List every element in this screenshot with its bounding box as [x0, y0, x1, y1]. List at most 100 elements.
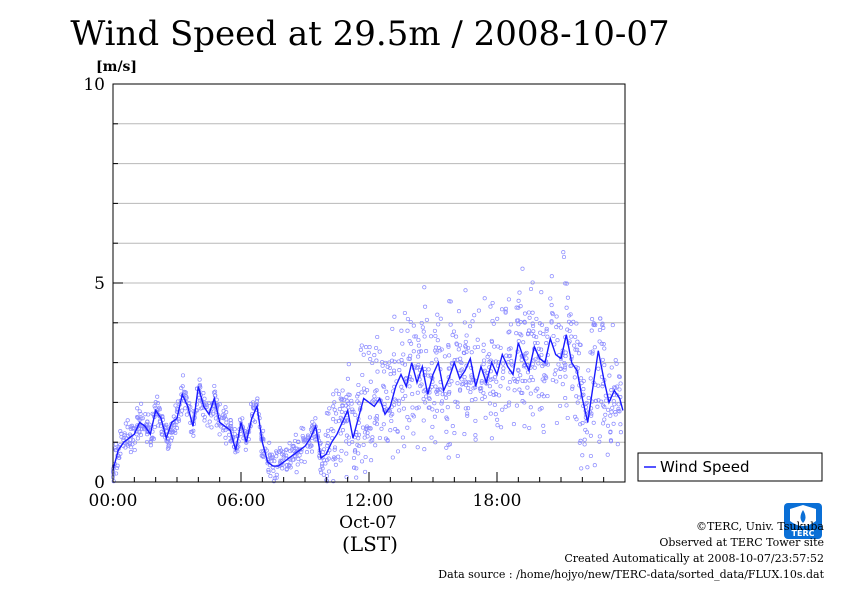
raw-sample-point — [332, 445, 338, 450]
raw-sample-point — [535, 386, 540, 391]
raw-sample-point — [616, 374, 622, 379]
raw-sample-point — [517, 387, 522, 392]
raw-sample-point — [180, 384, 185, 389]
raw-sample-point — [267, 452, 272, 457]
raw-sample-point — [498, 384, 503, 389]
raw-sample-point — [370, 435, 375, 440]
raw-sample-point — [554, 379, 559, 384]
raw-sample-point — [359, 459, 365, 464]
raw-sample-point — [139, 401, 144, 406]
raw-sample-point — [473, 418, 478, 423]
raw-sample-point — [558, 374, 563, 379]
y-tick-label: 5 — [94, 274, 105, 294]
raw-sample-point — [388, 372, 393, 377]
raw-sample-point — [299, 449, 304, 454]
raw-sample-point — [500, 376, 505, 381]
raw-sample-point — [365, 388, 370, 393]
raw-sample-point — [284, 453, 289, 458]
raw-sample-point — [468, 390, 473, 395]
raw-sample-point — [220, 415, 225, 420]
raw-sample-point — [418, 384, 423, 389]
raw-sample-point — [617, 387, 622, 392]
raw-sample-point — [389, 418, 394, 424]
raw-sample-point — [146, 412, 151, 417]
y-axis: 0 5 10 — [83, 75, 123, 493]
raw-sample-point — [385, 438, 390, 443]
raw-sample-point — [578, 422, 583, 427]
raw-sample-point — [387, 360, 392, 365]
raw-sample-point — [492, 375, 497, 380]
raw-sample-point — [554, 325, 559, 330]
raw-sample-point — [351, 409, 356, 414]
raw-sample-point — [435, 338, 440, 343]
raw-sample-point — [340, 403, 345, 408]
raw-sample-point — [405, 415, 410, 420]
raw-sample-point — [613, 410, 618, 415]
raw-sample-point — [531, 323, 536, 329]
raw-sample-point — [191, 433, 196, 438]
raw-sample-point — [344, 403, 349, 408]
raw-sample-point — [347, 441, 352, 446]
raw-sample-point — [183, 406, 188, 411]
raw-sample-point — [429, 435, 434, 440]
raw-sample-point — [481, 362, 486, 367]
raw-sample-point — [414, 406, 419, 411]
raw-sample-point — [548, 296, 553, 301]
raw-sample-point — [142, 427, 147, 432]
raw-sample-point — [407, 418, 412, 423]
raw-sample-point — [500, 407, 505, 412]
raw-sample-point — [118, 429, 123, 434]
raw-sample-point — [363, 426, 368, 431]
raw-sample-point — [293, 451, 298, 456]
raw-sample-point — [491, 389, 496, 394]
raw-sample-point — [575, 400, 580, 405]
raw-sample-point — [479, 380, 484, 385]
raw-sample-point — [135, 436, 140, 441]
raw-sample-point — [421, 396, 426, 402]
raw-sample-point — [331, 479, 336, 484]
raw-sample-point — [214, 423, 219, 428]
raw-sample-point — [336, 419, 341, 424]
raw-sample-point — [590, 317, 595, 322]
raw-sample-point — [123, 421, 128, 426]
raw-sample-point — [271, 479, 276, 484]
raw-sample-point — [582, 442, 587, 447]
raw-sample-point — [438, 387, 443, 393]
raw-sample-point — [125, 418, 130, 423]
raw-sample-point — [562, 365, 568, 370]
raw-sample-point — [380, 363, 385, 368]
raw-sample-point — [455, 404, 460, 410]
raw-sample-point — [519, 333, 524, 338]
footer-created: Created Automatically at 2008-10-07/23:5… — [564, 552, 824, 565]
raw-sample-point — [478, 386, 483, 391]
raw-sample-point — [361, 442, 366, 447]
footer-observed: Observed at TERC Tower site — [659, 536, 824, 549]
raw-sample-point — [363, 345, 369, 350]
raw-sample-point — [465, 411, 470, 416]
raw-sample-point — [114, 471, 119, 476]
raw-sample-point — [160, 414, 165, 419]
raw-sample-point — [184, 394, 189, 399]
raw-sample-point — [433, 333, 438, 339]
raw-sample-point — [466, 406, 471, 411]
raw-sample-point — [377, 435, 382, 441]
raw-sample-point — [618, 381, 623, 386]
raw-sample-point — [251, 403, 256, 408]
series-line-wind-speed — [112, 334, 624, 471]
raw-sample-point — [570, 384, 575, 389]
raw-sample-point — [456, 347, 461, 352]
raw-sample-point — [450, 333, 455, 338]
raw-sample-point — [345, 376, 350, 381]
raw-sample-point — [255, 396, 260, 401]
raw-sample-point — [217, 402, 222, 407]
raw-sample-point — [223, 428, 228, 433]
raw-sample-point — [271, 468, 276, 473]
raw-sample-point — [119, 434, 124, 439]
raw-sample-point — [424, 394, 429, 399]
raw-sample-point — [387, 409, 392, 414]
raw-sample-point — [340, 428, 345, 433]
raw-sample-point — [368, 357, 373, 362]
raw-sample-point — [332, 447, 337, 452]
raw-sample-point — [466, 386, 471, 391]
raw-sample-point — [395, 429, 400, 434]
